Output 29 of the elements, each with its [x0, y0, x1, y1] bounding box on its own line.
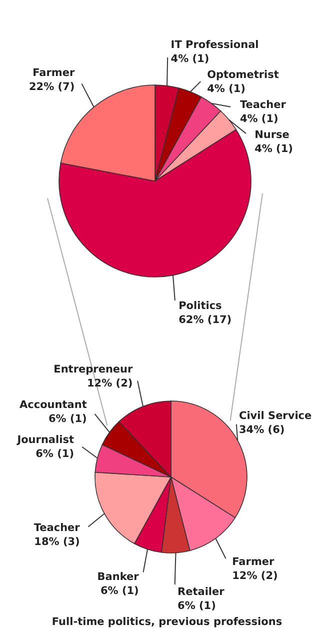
data-label: 12% (2)	[87, 377, 133, 390]
slice-label: Accountant	[20, 398, 87, 411]
data-label: 12% (2)	[232, 570, 278, 582]
slice-label: Entrepreneur	[54, 363, 134, 376]
slice-label: Banker	[97, 570, 140, 583]
data-label: 6% (1)	[178, 600, 216, 612]
data-label: 6% (1)	[100, 584, 139, 597]
data-label: 4% (1)	[170, 52, 210, 65]
slice-label: Politics	[178, 300, 222, 312]
slice-label: Farmer	[32, 66, 76, 79]
data-label: 6% (1)	[48, 412, 87, 425]
data-label: 4% (1)	[240, 112, 278, 125]
slice-label: Nurse	[254, 128, 290, 141]
data-label: 34% (6)	[239, 424, 285, 436]
slice-label: Teacher	[240, 98, 287, 111]
slice-label: Retailer	[178, 586, 226, 598]
data-label: 4% (1)	[207, 82, 246, 95]
slice-label: IT Professional	[170, 38, 259, 51]
slice-label: Civil Service	[239, 410, 312, 422]
data-label: 6% (1)	[36, 448, 74, 460]
slice-label: Optometrist	[207, 68, 279, 81]
data-label: 18% (3)	[34, 536, 80, 548]
data-label: 22% (7)	[28, 80, 75, 93]
slice-label: Farmer	[232, 556, 276, 568]
data-label: 62% (17)	[178, 314, 232, 326]
slice-label: Journalist	[16, 434, 74, 446]
slice-label: Teacher	[34, 522, 81, 534]
data-label: 4% (1)	[254, 142, 293, 155]
text: Full-time politics, previous professions	[52, 616, 282, 628]
